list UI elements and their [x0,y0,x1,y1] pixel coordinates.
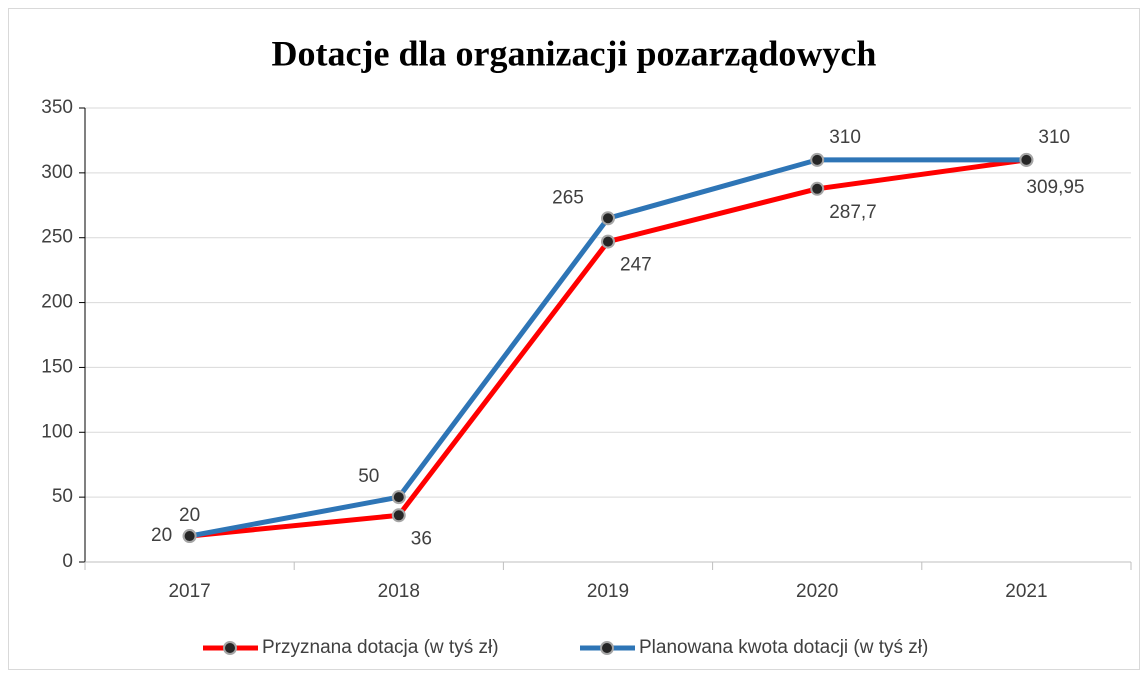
marker [391,508,406,523]
data-label: 287,7 [829,202,877,223]
data-label: 247 [620,255,652,276]
x-tick-label: 2019 [587,581,629,602]
data-label: 36 [411,528,432,549]
marker [810,181,825,196]
y-tick-label: 350 [41,97,73,118]
legend-marker [223,641,237,655]
y-tick-label: 250 [41,227,73,248]
data-label: 310 [1038,127,1070,148]
marker [601,211,615,226]
data-label: 309,95 [1026,177,1084,198]
y-tick-label: 100 [41,421,73,442]
marker [601,234,615,249]
legend-label: Przyznana dotacja (w tyś zł) [262,637,499,658]
y-tick-label: 150 [41,356,73,377]
data-label: 310 [829,127,861,148]
x-tick-label: 2020 [796,581,838,602]
legend-marker [600,641,614,655]
y-tick-label: 300 [41,162,73,183]
chart-title: Dotacje dla organizacji pozarządowych [272,33,877,73]
y-tick-label: 0 [62,551,73,572]
legend-label: Planowana kwota dotacji (w tyś zł) [639,637,928,658]
marker [182,529,197,544]
y-tick-label: 50 [52,486,73,507]
x-tick-label: 2018 [378,581,420,602]
data-label: 20 [179,505,200,526]
x-tick-label: 2021 [1005,581,1047,602]
chart-border [8,8,1140,670]
marker [810,152,825,167]
x-tick-label: 2017 [168,581,210,602]
data-label: 20 [151,525,172,546]
marker [391,490,406,505]
marker [1019,152,1034,167]
data-label: 265 [552,187,584,208]
y-tick-label: 200 [41,292,73,313]
data-label: 50 [358,466,379,487]
